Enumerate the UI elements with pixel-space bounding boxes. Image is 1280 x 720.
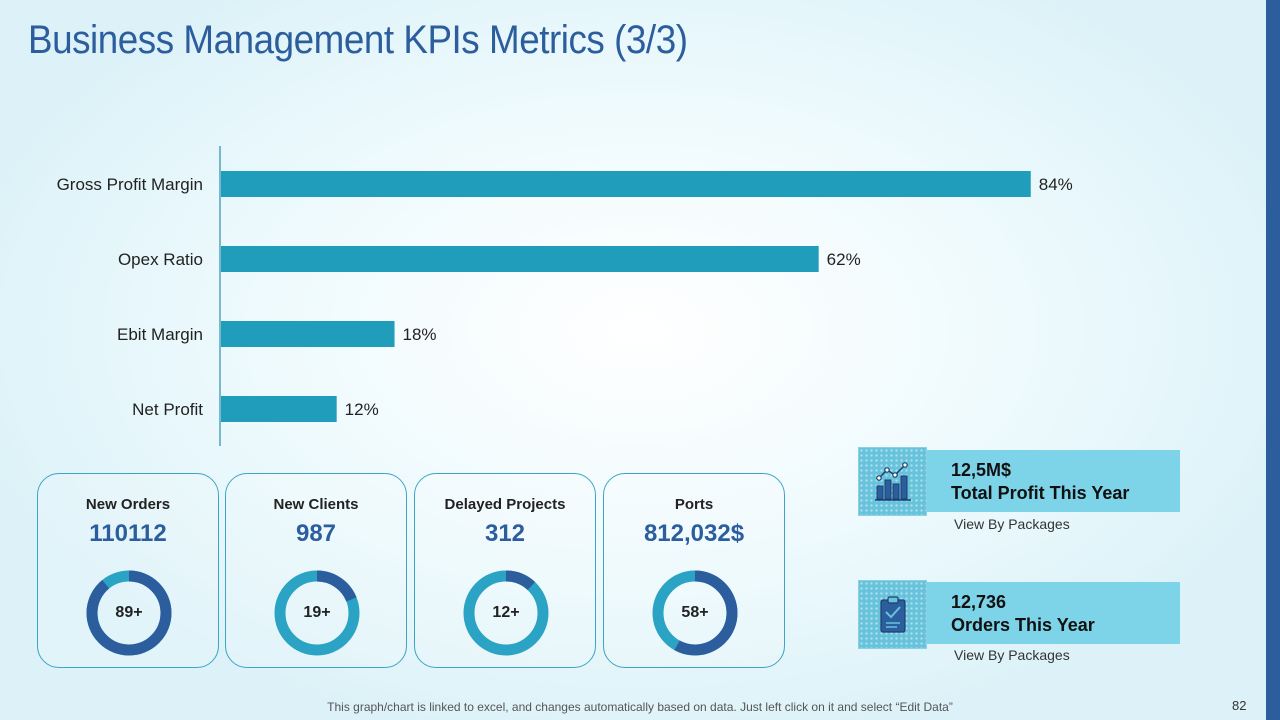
kpi-card-ports: Ports 812,032$ 58+ (603, 473, 785, 668)
page-number: 82 (1232, 698, 1247, 713)
page-title: Business Management KPIs Metrics (3/3) (28, 18, 688, 62)
donut-label: 12+ (492, 604, 520, 621)
kpi-card-delayed-projects: Delayed Projects 312 12+ (414, 473, 596, 668)
orders-banner: 12,736 Orders This Year (927, 582, 1180, 644)
donut-chart (274, 570, 360, 656)
total-profit-icon-box (858, 447, 927, 516)
bar-category-label: Net Profit (132, 400, 203, 419)
view-by-packages-link[interactable]: View By Packages (954, 647, 1070, 663)
orders-icon-box (858, 580, 927, 649)
kpi-value: 987 (295, 520, 337, 547)
kpi-card-new-clients: New Clients 987 19+ (225, 473, 407, 668)
total-profit-caption: Total Profit This Year (951, 483, 1130, 503)
bar-value-label: 62% (827, 250, 861, 269)
kpi-label: New Orders (85, 496, 171, 513)
clipboard-check-icon (880, 596, 906, 633)
bar-net-profit (221, 396, 337, 422)
bar-ebit-margin (221, 321, 395, 347)
bar-category-label: Ebit Margin (117, 325, 203, 344)
donut-label: 89+ (115, 604, 143, 621)
bar-value-label: 12% (345, 400, 379, 419)
footer-note: This graph/chart is linked to excel, and… (327, 700, 953, 714)
donut-label: 19+ (303, 604, 331, 621)
total-profit-value: 12,5M$ (951, 460, 1012, 480)
kpi-bar-chart: Gross Profit Margin 84% Opex Ratio 62% Ebit … (57, 146, 1073, 446)
bar-chart-trend-icon (875, 462, 911, 501)
kpi-label: New Clients (273, 496, 359, 513)
orders-value: 12,736 (951, 592, 1007, 612)
view-by-packages-link[interactable]: View By Packages (954, 516, 1070, 532)
bar-gross-profit-margin (221, 171, 1031, 197)
donut-chart (463, 570, 549, 656)
donut-chart (652, 570, 738, 656)
kpi-value: 312 (484, 520, 526, 547)
bar-opex-ratio (221, 246, 819, 272)
bar-category-label: Gross Profit Margin (57, 175, 203, 194)
total-profit-banner: 12,5M$ Total Profit This Year (927, 450, 1180, 512)
donut-segment (274, 570, 360, 656)
bar-value-label: 84% (1039, 175, 1073, 194)
donut-segment (463, 570, 549, 656)
kpi-card-new-orders: New Orders 110112 89+ (37, 473, 219, 668)
kpi-value: 110112 (89, 520, 167, 547)
accent-side-bar (1266, 0, 1280, 720)
orders-caption: Orders This Year (951, 615, 1095, 635)
donut-label: 58+ (681, 604, 709, 621)
donut-segment (652, 570, 738, 656)
kpi-label: Delayed Projects (444, 496, 566, 513)
kpi-label: Ports (674, 496, 714, 513)
kpi-value: 812,032$ (643, 520, 745, 547)
donut-segment (86, 570, 172, 656)
donut-chart (86, 570, 172, 656)
bar-category-label: Opex Ratio (118, 250, 203, 269)
bar-value-label: 18% (403, 325, 437, 344)
